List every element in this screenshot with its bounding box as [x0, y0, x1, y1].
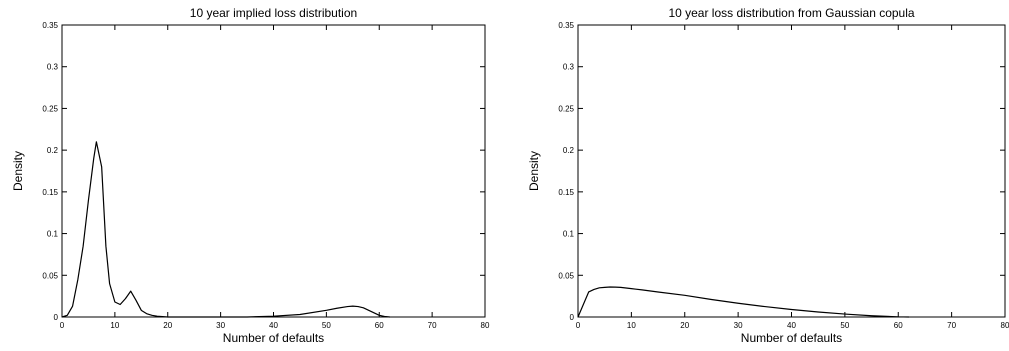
left-x-tick-label: 30 [216, 321, 225, 330]
left-x-tick-label: 20 [163, 321, 172, 330]
left-x-axis-label: Number of defaults [223, 331, 324, 345]
right-y-tick-label: 0.25 [558, 104, 574, 113]
left-y-tick-label: 0.1 [47, 230, 59, 239]
left-y-tick-label: 0.2 [47, 146, 59, 155]
right-y-tick-label: 0.3 [563, 63, 575, 72]
right-x-tick-label: 40 [787, 321, 796, 330]
left-plot-frame [61, 24, 486, 318]
left-chart-title: 10 year implied loss distribution [190, 6, 357, 20]
right-y-tick-label: 0.15 [558, 188, 574, 197]
left-x-tick-label: 40 [269, 321, 278, 330]
left-y-axis-label: Density [11, 151, 25, 191]
left-series-line-0 [61, 141, 390, 318]
left-y-tick-label: 0 [54, 313, 59, 322]
right-x-tick-label: 50 [840, 321, 849, 330]
left-x-tick-label: 0 [60, 321, 65, 330]
right-x-tick-label: 70 [947, 321, 956, 330]
left-y-tick-label: 0.25 [42, 104, 58, 113]
right-y-axis-label: Density [527, 151, 541, 191]
left-x-tick-label: 70 [428, 321, 437, 330]
right-chart-title: 10 year loss distribution from Gaussian … [668, 6, 914, 20]
left-x-tick-label: 60 [375, 321, 384, 330]
left-y-tick-label: 0.05 [42, 271, 58, 280]
right-x-tick-label: 0 [576, 321, 581, 330]
right-plot-frame [577, 24, 1006, 318]
right-x-tick-label: 80 [1001, 321, 1009, 330]
right-x-tick-label: 10 [627, 321, 636, 330]
right-y-tick-label: 0.05 [558, 271, 574, 280]
right-x-axis-label: Number of defaults [741, 331, 842, 345]
right-y-tick-label: 0.35 [558, 21, 574, 30]
right-x-tick-label: 60 [894, 321, 903, 330]
left-y-tick-label: 0.15 [42, 188, 58, 197]
left-x-tick-label: 10 [110, 321, 119, 330]
left-x-tick-label: 80 [481, 321, 490, 330]
right-series-line-0 [577, 286, 909, 318]
right-x-tick-label: 30 [734, 321, 743, 330]
right-y-tick-label: 0.1 [563, 230, 575, 239]
left-y-tick-label: 0.3 [47, 63, 59, 72]
right-y-tick-label: 0 [570, 313, 575, 322]
left-y-tick-label: 0.35 [42, 21, 58, 30]
right-y-tick-label: 0.2 [563, 146, 575, 155]
left-x-tick-label: 50 [322, 321, 331, 330]
right-x-tick-label: 20 [680, 321, 689, 330]
